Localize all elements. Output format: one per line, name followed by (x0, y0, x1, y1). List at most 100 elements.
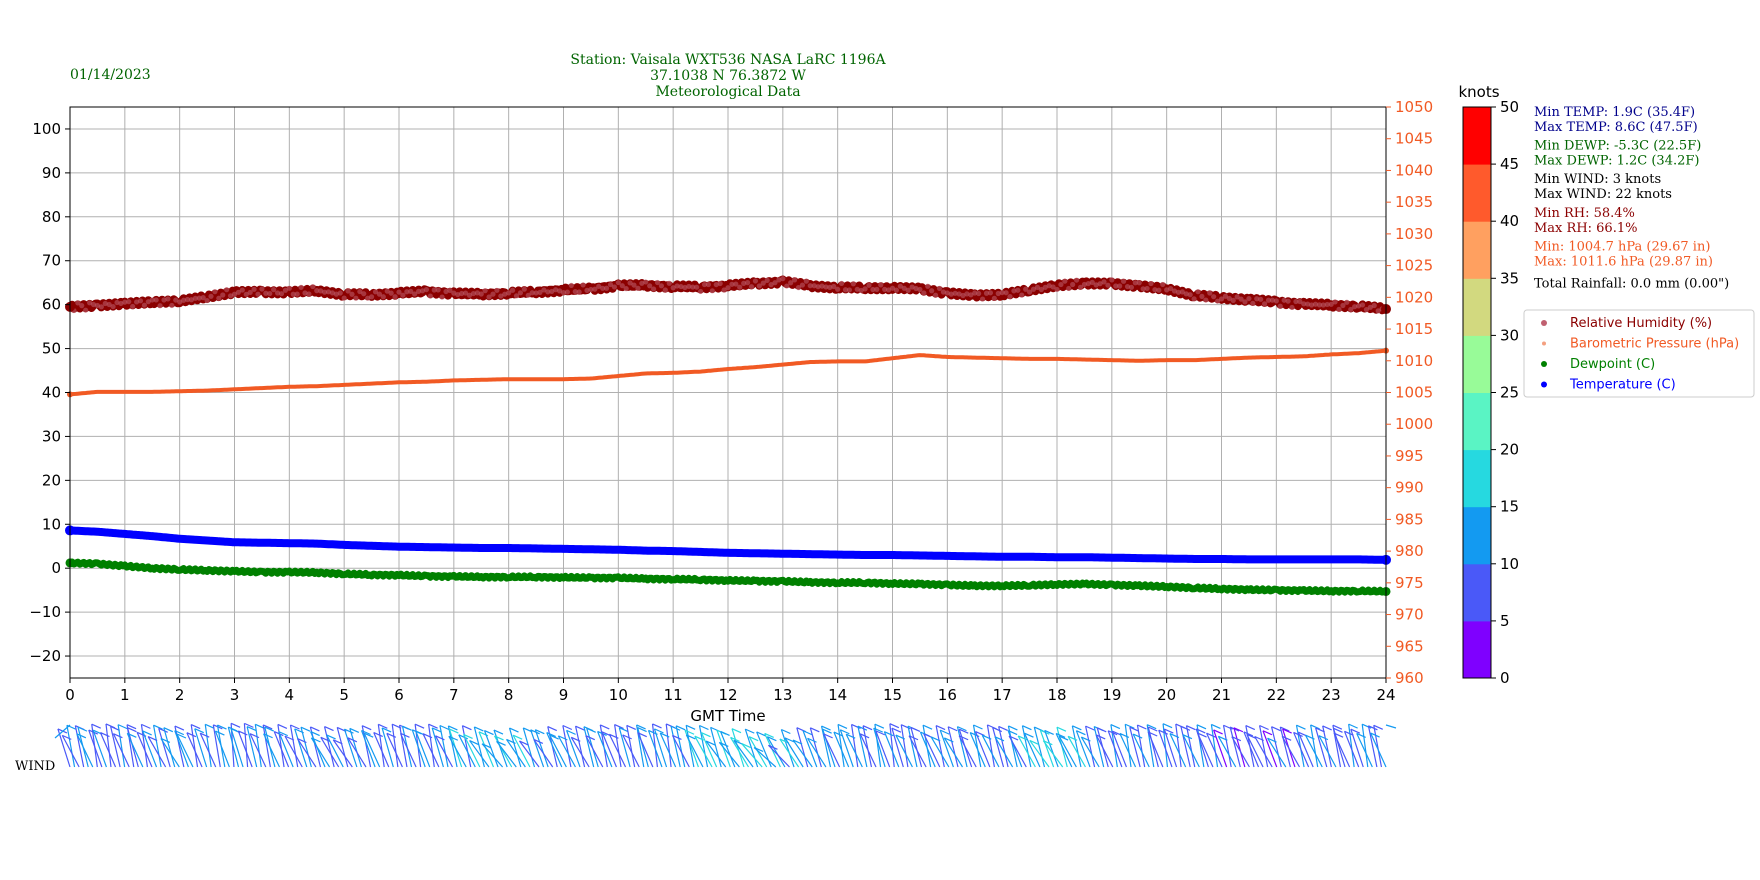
colorbar-tick-label: 40 (1500, 212, 1519, 230)
wind-barb (1146, 724, 1155, 768)
wind-barb (994, 736, 1014, 768)
wind-barb-flag (802, 730, 813, 736)
wind-barb (204, 724, 212, 768)
wind-barb (1243, 731, 1260, 768)
rh-point (502, 291, 508, 297)
x-axis-title: GMT Time (690, 707, 765, 725)
wind-barb-flag (756, 731, 766, 737)
rh-point (1124, 283, 1131, 290)
wind-barb (685, 725, 695, 768)
rh-point (1089, 279, 1095, 285)
wind-barb-flag (731, 728, 742, 734)
wind-barb-flag (1125, 723, 1135, 729)
wind-barb-flag (386, 732, 397, 738)
wind-barb (174, 725, 185, 768)
wind-barb (190, 724, 199, 768)
wind-barb-flag (600, 724, 610, 730)
wind-barb-flag (546, 732, 556, 738)
rh-point (1019, 292, 1025, 298)
x-tick-label: 9 (559, 686, 569, 704)
wind-barb-flag (176, 733, 187, 739)
wind-barb-flag (435, 735, 445, 741)
legend-entry: Relative Humidity (%) (1570, 316, 1712, 331)
wind-barb-flag (821, 725, 831, 731)
wind-barb-flag (875, 730, 886, 736)
wind-barb (1348, 724, 1355, 768)
wind-barb-flag (1373, 724, 1383, 730)
wind-barb (659, 732, 677, 768)
rh-point (165, 296, 171, 302)
wind-barb (919, 731, 936, 768)
wind-barb-flag (1076, 730, 1086, 736)
wind-barb-flag (845, 733, 856, 739)
wind-barb-flag (694, 735, 705, 741)
rh-point (658, 283, 665, 289)
wind-barb (1361, 724, 1369, 768)
wind-barb (117, 724, 126, 768)
wind-barb (473, 726, 485, 768)
rh-point (1132, 280, 1138, 286)
rh-point (1242, 299, 1248, 305)
wind-barb-flag (1233, 727, 1244, 733)
rh-point (282, 287, 289, 293)
rh-point (447, 287, 453, 293)
wind-barb (972, 724, 982, 768)
wind-barb (212, 724, 221, 768)
rh-point (466, 292, 473, 298)
rh-point (795, 285, 802, 291)
wind-barb-flag (837, 723, 848, 729)
wind-barb (289, 724, 299, 768)
y-right-tick-label: 1035 (1395, 193, 1433, 211)
colorbar-tick-label: 15 (1500, 498, 1519, 516)
wind-barb-flag (637, 726, 647, 733)
rh-point (823, 284, 829, 290)
wind-barb-flag (1058, 735, 1069, 741)
x-tick-label: 10 (609, 686, 628, 704)
wind-barb (136, 732, 153, 768)
series-layer (65, 275, 1391, 596)
rh-point (1152, 287, 1158, 293)
wind-barb (923, 733, 941, 768)
station-coordinates: 37.1038 N 76.3872 W (650, 68, 806, 84)
rh-point (584, 287, 590, 293)
wind-barb (1017, 735, 1036, 768)
wind-barb-flag (1146, 724, 1157, 730)
stat-line: Min WIND: 3 knots (1534, 172, 1661, 187)
rh-point (882, 286, 888, 292)
colorbar-tick-label: 30 (1500, 326, 1519, 344)
rh-point (776, 277, 782, 283)
wind-barb (326, 734, 344, 768)
wind-barb (675, 725, 686, 768)
wind-barb-flag (857, 725, 868, 731)
wind-barb (1185, 725, 1196, 768)
wind-barb-flag (509, 727, 519, 733)
wind-barb-flag (1356, 732, 1366, 738)
rh-point (153, 297, 159, 303)
wind-barb (823, 733, 841, 768)
wind-barb-flag (230, 722, 241, 728)
wind-barb-flag (1081, 736, 1091, 742)
wind-barb (463, 734, 481, 768)
rh-point (1312, 301, 1319, 307)
wind-barb (227, 726, 240, 768)
rh-point (451, 290, 457, 296)
y-right-tick-label: 960 (1395, 669, 1424, 687)
wind-barb-flag (1007, 730, 1018, 736)
rh-point (545, 289, 551, 295)
rh-point (885, 287, 892, 293)
wind-barb (530, 729, 545, 768)
wind-barb (300, 727, 312, 768)
wind-barb (1281, 736, 1301, 768)
rh-point (748, 284, 755, 290)
wind-barb-flag (1085, 725, 1095, 731)
wind-barb-flag (862, 725, 873, 731)
wind-barb-flag (1218, 735, 1228, 741)
wind-barb (710, 727, 722, 768)
wind-barb (626, 725, 636, 768)
wind-barb (1071, 725, 1082, 768)
rh-point (1073, 277, 1080, 283)
rh-point (897, 283, 903, 289)
rh-point (1277, 303, 1283, 309)
wind-barb (57, 728, 71, 768)
wind-barb (947, 726, 959, 768)
